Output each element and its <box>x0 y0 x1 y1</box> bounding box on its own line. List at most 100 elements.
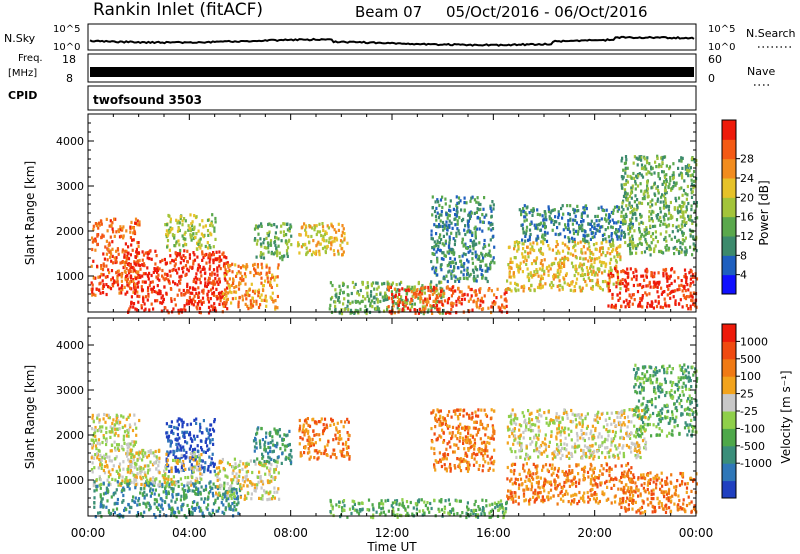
velocity-cell <box>231 481 234 485</box>
velocity-cell <box>121 479 124 483</box>
velocity-cell <box>199 492 202 496</box>
power-cell <box>208 281 211 285</box>
power-cell <box>646 284 649 288</box>
velocity-cell <box>263 448 266 452</box>
power-cell <box>189 229 192 233</box>
power-cell <box>307 234 310 239</box>
velocity-cell <box>200 453 203 457</box>
power-cell <box>550 263 553 267</box>
power-cell <box>596 273 599 277</box>
velocity-cell <box>177 417 180 421</box>
velocity-cell <box>126 452 129 456</box>
power-cell <box>679 210 682 214</box>
power-cell <box>636 283 639 287</box>
power-cell <box>460 263 463 267</box>
power-cell <box>661 161 664 165</box>
power-cell <box>471 261 474 265</box>
velocity-cell <box>211 510 215 515</box>
power-cell <box>481 307 485 311</box>
power-cell <box>256 225 259 229</box>
power-cell <box>606 251 609 255</box>
power-cell <box>265 265 268 269</box>
power-cell <box>656 199 659 203</box>
power-cell <box>634 194 637 198</box>
power-cell <box>224 290 227 294</box>
power-cell <box>392 304 395 308</box>
power-cell <box>692 237 695 241</box>
power-cell <box>169 254 172 258</box>
velocity-cell <box>239 483 242 487</box>
power-cell <box>526 275 529 279</box>
power-cell <box>112 230 115 234</box>
power-cell <box>620 220 623 224</box>
velocity-cell <box>170 477 173 482</box>
power-cell <box>604 264 607 269</box>
power-cell <box>622 168 625 172</box>
power-cell <box>164 223 167 227</box>
power-cell <box>485 213 488 217</box>
power-colorbar-tick-label: 8 <box>740 249 747 262</box>
power-cell <box>265 236 268 240</box>
velocity-cell <box>155 455 158 459</box>
velocity-cell <box>157 507 160 511</box>
power-cell <box>575 270 578 274</box>
velocity-cell <box>114 431 117 435</box>
power-cell <box>498 308 501 312</box>
velocity-cell <box>175 515 178 519</box>
power-cell <box>626 207 629 211</box>
power-cell <box>675 247 678 252</box>
power-cell <box>690 195 694 199</box>
power-cell <box>484 276 487 280</box>
power-cell <box>445 213 448 217</box>
power-cell <box>476 196 479 200</box>
power-cell <box>541 233 544 237</box>
power-cell <box>142 253 146 257</box>
velocity-cell <box>232 469 235 473</box>
power-cell <box>142 262 146 266</box>
power-cell <box>126 277 129 281</box>
velocity-cell <box>183 492 186 496</box>
power-cell <box>431 292 434 296</box>
power-cell <box>207 300 211 304</box>
velocity-cell <box>245 470 248 474</box>
power-cell <box>96 222 99 226</box>
velocity-cell <box>265 431 268 435</box>
power-cell <box>263 245 266 250</box>
power-cell <box>524 215 527 219</box>
power-cell <box>201 252 204 256</box>
power-cell <box>648 218 651 223</box>
power-cell <box>411 302 414 307</box>
velocity-cell <box>183 496 186 500</box>
power-cell <box>373 287 376 291</box>
power-cell <box>624 240 627 245</box>
power-cell <box>612 211 615 215</box>
velocity-cell <box>269 467 272 471</box>
power-cell <box>601 225 604 229</box>
power-cell <box>683 239 686 243</box>
power-cell <box>215 287 218 291</box>
power-cell <box>686 184 689 189</box>
velocity-cell <box>246 478 249 482</box>
power-cell <box>563 257 566 261</box>
velocity-cell <box>165 422 168 426</box>
power-cell <box>602 261 605 265</box>
velocity-cell <box>129 471 132 475</box>
power-cell <box>216 269 219 273</box>
power-cell <box>660 164 663 168</box>
power-cell <box>449 261 452 265</box>
power-cell <box>182 244 185 248</box>
power-cell <box>269 277 272 281</box>
power-cell <box>333 253 336 257</box>
power-cell <box>465 276 468 280</box>
power-cell <box>267 234 270 238</box>
power-cell <box>119 225 122 229</box>
power-cell <box>258 272 261 276</box>
velocity-cell <box>183 448 186 452</box>
velocity-cell <box>277 430 280 434</box>
power-cell <box>605 262 608 266</box>
power-cell <box>418 290 422 294</box>
power-colorbar-tick-label: 24 <box>740 172 754 185</box>
power-cell <box>524 232 528 236</box>
power-cell <box>589 266 592 270</box>
power-cell <box>179 217 182 221</box>
